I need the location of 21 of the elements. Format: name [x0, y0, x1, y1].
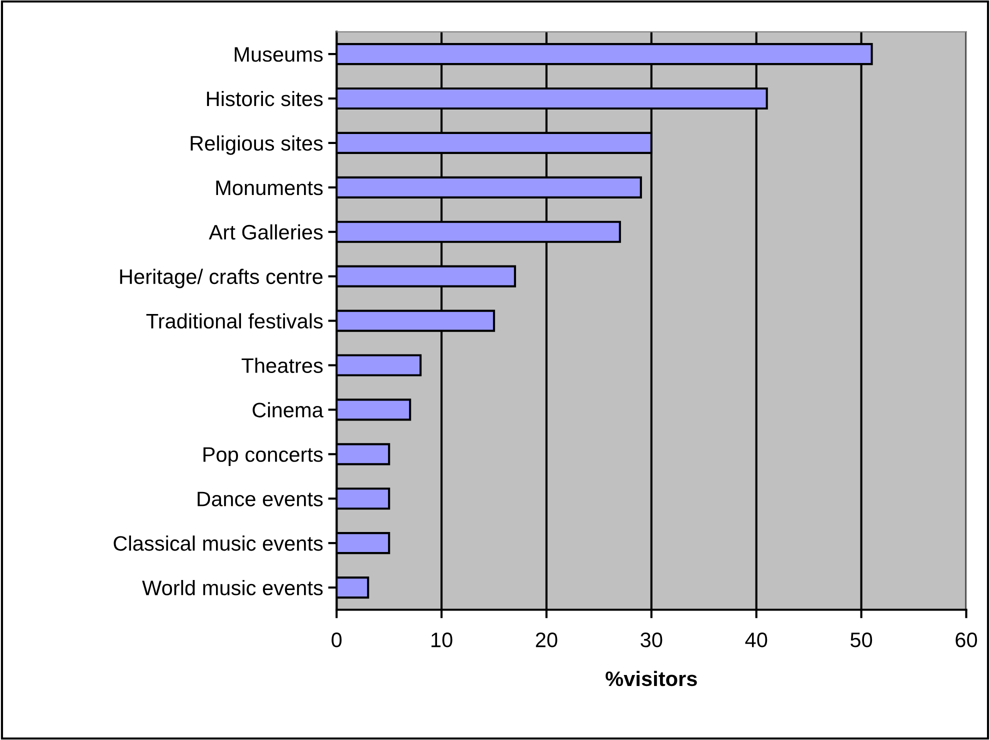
y-tick-label: Dance events	[198, 492, 323, 506]
x-tick-label: 30	[640, 632, 662, 648]
x-tick-label: 10	[432, 632, 452, 648]
y-tick-label: Religious sites	[190, 135, 323, 155]
x-tick-label: 20	[536, 632, 558, 648]
x-tick-label: 0	[332, 632, 342, 648]
y-tick-label: Historic sites	[207, 90, 323, 106]
y-tick-label: Museums	[234, 47, 323, 62]
y-tick-label: Cinema	[252, 402, 324, 418]
y-tick-label: Classical music events	[114, 536, 323, 551]
y-tick-label: Pop concerts	[204, 447, 323, 466]
y-tick-label: Art Galleries	[208, 224, 323, 240]
y-tick-label: Heritage/ crafts centre	[120, 268, 322, 288]
y-tick-label: Theatres	[242, 358, 323, 373]
x-axis-title: %visitors	[606, 670, 697, 686]
y-tick-label: Monuments	[216, 180, 323, 196]
y-tick-label: Traditional festivals	[146, 313, 323, 329]
x-tick-label: 60	[956, 632, 978, 648]
x-tick-label: 50	[850, 632, 872, 648]
x-tick-label: 40	[745, 632, 768, 648]
y-tick-label: World music events	[142, 580, 323, 596]
